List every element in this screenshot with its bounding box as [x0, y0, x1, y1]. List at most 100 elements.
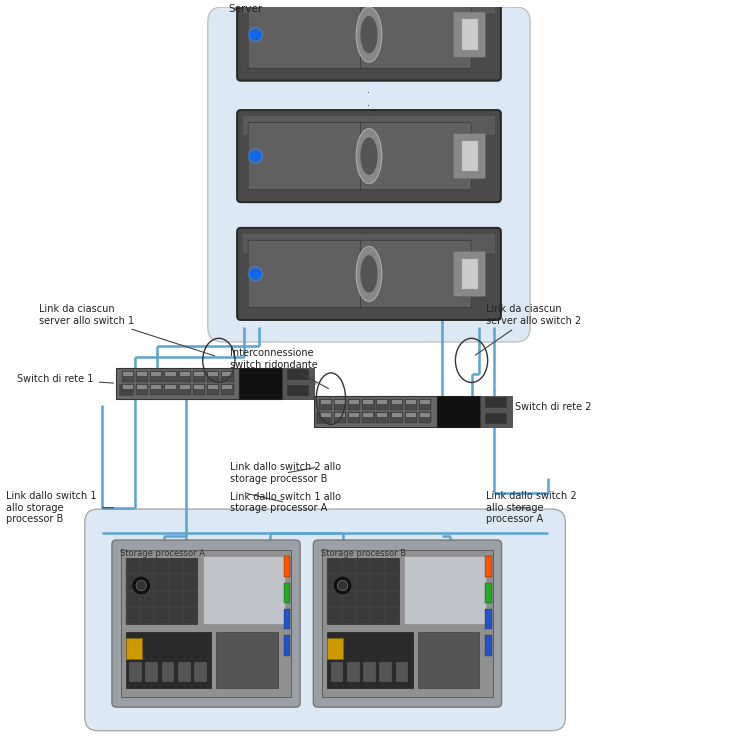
Text: Interconnessione
switch ridondante: Interconnessione switch ridondante: [230, 348, 328, 389]
Circle shape: [250, 30, 261, 40]
FancyBboxPatch shape: [203, 557, 285, 624]
FancyBboxPatch shape: [239, 368, 283, 398]
FancyBboxPatch shape: [419, 413, 432, 423]
Text: Link dallo switch 1
allo storage
processor B: Link dallo switch 1 allo storage process…: [7, 491, 114, 524]
FancyBboxPatch shape: [287, 369, 309, 380]
FancyBboxPatch shape: [320, 413, 332, 423]
FancyBboxPatch shape: [248, 240, 362, 307]
FancyBboxPatch shape: [390, 413, 403, 423]
FancyBboxPatch shape: [222, 385, 232, 389]
FancyBboxPatch shape: [317, 412, 331, 424]
Text: Link dallo switch 1 allo
storage processor A: Link dallo switch 1 allo storage process…: [230, 492, 341, 513]
FancyBboxPatch shape: [404, 399, 417, 410]
FancyBboxPatch shape: [221, 384, 234, 395]
FancyBboxPatch shape: [327, 639, 343, 659]
FancyBboxPatch shape: [165, 372, 177, 382]
FancyBboxPatch shape: [418, 633, 479, 688]
Ellipse shape: [360, 255, 378, 293]
FancyBboxPatch shape: [320, 399, 332, 410]
FancyBboxPatch shape: [406, 400, 416, 404]
FancyBboxPatch shape: [334, 399, 346, 410]
FancyBboxPatch shape: [123, 372, 133, 376]
FancyBboxPatch shape: [335, 400, 345, 404]
FancyBboxPatch shape: [237, 0, 501, 81]
FancyBboxPatch shape: [453, 12, 486, 57]
FancyBboxPatch shape: [237, 110, 501, 202]
FancyBboxPatch shape: [361, 1, 471, 69]
Text: Link da ciascun
server allo switch 1: Link da ciascun server allo switch 1: [39, 304, 215, 356]
FancyBboxPatch shape: [453, 134, 486, 179]
FancyBboxPatch shape: [136, 384, 148, 395]
FancyBboxPatch shape: [283, 557, 290, 577]
Text: Link dallo switch 2 allo
storage processor B: Link dallo switch 2 allo storage process…: [230, 463, 341, 484]
Text: Server: Server: [228, 4, 263, 14]
FancyBboxPatch shape: [136, 372, 148, 382]
FancyBboxPatch shape: [129, 662, 142, 682]
FancyBboxPatch shape: [363, 662, 376, 682]
FancyBboxPatch shape: [348, 413, 360, 423]
Text: Link dallo switch 2
allo storage
processor A: Link dallo switch 2 allo storage process…: [486, 491, 577, 524]
FancyBboxPatch shape: [392, 400, 401, 404]
FancyBboxPatch shape: [462, 141, 478, 172]
FancyBboxPatch shape: [179, 372, 191, 382]
FancyBboxPatch shape: [485, 609, 492, 630]
Ellipse shape: [356, 246, 382, 301]
Ellipse shape: [356, 7, 382, 62]
FancyBboxPatch shape: [420, 413, 430, 417]
FancyBboxPatch shape: [150, 372, 162, 382]
FancyBboxPatch shape: [453, 251, 486, 297]
FancyBboxPatch shape: [222, 372, 232, 376]
FancyBboxPatch shape: [349, 400, 359, 404]
Text: .
.
.: . . .: [368, 84, 370, 121]
FancyBboxPatch shape: [485, 413, 507, 424]
FancyBboxPatch shape: [283, 609, 290, 630]
Circle shape: [250, 269, 261, 279]
FancyBboxPatch shape: [361, 240, 471, 307]
FancyBboxPatch shape: [221, 372, 234, 382]
FancyBboxPatch shape: [335, 413, 345, 417]
FancyBboxPatch shape: [376, 413, 389, 423]
FancyBboxPatch shape: [322, 551, 493, 697]
FancyBboxPatch shape: [145, 662, 158, 682]
FancyBboxPatch shape: [363, 413, 373, 417]
FancyBboxPatch shape: [117, 368, 239, 398]
FancyBboxPatch shape: [406, 413, 416, 417]
Circle shape: [337, 580, 348, 591]
FancyBboxPatch shape: [194, 385, 204, 389]
FancyBboxPatch shape: [151, 372, 162, 376]
Ellipse shape: [360, 137, 378, 175]
FancyBboxPatch shape: [331, 662, 343, 682]
FancyBboxPatch shape: [194, 372, 204, 376]
FancyBboxPatch shape: [137, 372, 147, 376]
FancyBboxPatch shape: [165, 372, 176, 376]
FancyBboxPatch shape: [165, 384, 177, 395]
Circle shape: [334, 576, 352, 595]
FancyBboxPatch shape: [377, 413, 387, 417]
FancyBboxPatch shape: [361, 122, 471, 189]
FancyBboxPatch shape: [419, 399, 432, 410]
FancyBboxPatch shape: [150, 384, 162, 395]
Text: Storage processor A: Storage processor A: [120, 549, 205, 558]
FancyBboxPatch shape: [121, 551, 292, 697]
FancyBboxPatch shape: [377, 400, 387, 404]
Circle shape: [248, 148, 263, 163]
Text: Switch di rete 1: Switch di rete 1: [18, 374, 114, 384]
FancyBboxPatch shape: [392, 413, 401, 417]
FancyBboxPatch shape: [485, 398, 507, 408]
FancyBboxPatch shape: [362, 399, 374, 410]
FancyBboxPatch shape: [334, 413, 346, 423]
FancyBboxPatch shape: [485, 583, 492, 603]
Circle shape: [132, 576, 151, 595]
FancyBboxPatch shape: [362, 413, 374, 423]
FancyBboxPatch shape: [216, 633, 277, 688]
FancyBboxPatch shape: [123, 385, 133, 389]
FancyBboxPatch shape: [208, 385, 218, 389]
Circle shape: [136, 580, 146, 591]
Ellipse shape: [356, 128, 382, 184]
FancyBboxPatch shape: [379, 662, 392, 682]
FancyBboxPatch shape: [404, 413, 417, 423]
FancyBboxPatch shape: [243, 116, 495, 135]
Circle shape: [250, 151, 261, 161]
FancyBboxPatch shape: [208, 372, 218, 376]
FancyBboxPatch shape: [122, 372, 134, 382]
